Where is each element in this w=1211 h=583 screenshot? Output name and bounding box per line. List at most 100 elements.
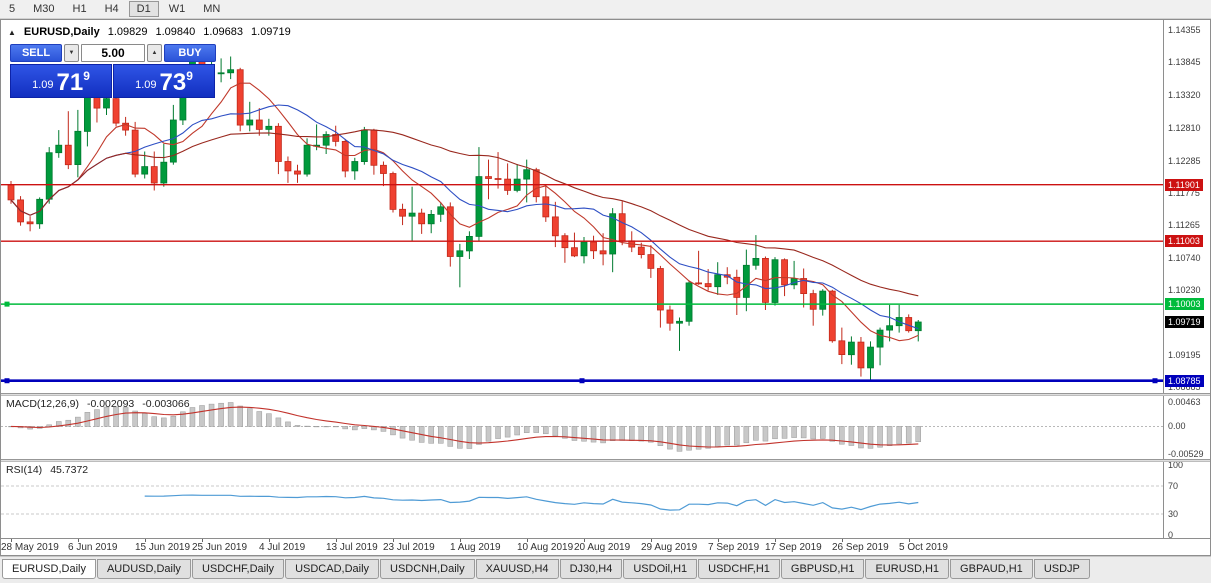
rsi-axis-tick: 70 <box>1168 481 1179 491</box>
sell-price-prefix: 1.09 <box>32 79 54 91</box>
timeframe-button-5[interactable]: 5 <box>9 3 16 15</box>
moving-average-8 <box>10 82 919 342</box>
price-tick: 1.13845 <box>1168 57 1201 67</box>
macd-histogram <box>8 402 921 452</box>
price-tick: 1.14355 <box>1168 25 1201 35</box>
date-tick: 1 Aug 2019 <box>450 542 501 553</box>
macd-axis-tick: 0.00463 <box>1168 397 1201 407</box>
timeframe-toolbar: 5 M30 H1 H4 D1 W1 MN <box>0 0 1211 19</box>
price-chart-canvas[interactable] <box>1 20 1163 393</box>
date-tick-mark <box>527 539 528 542</box>
macd-signal-value: -0.003066 <box>142 398 190 410</box>
date-axis[interactable]: 28 May 2019 6 Jun 2019 15 Jun 2019 25 Jun 2… <box>1 538 1210 555</box>
pane-separator[interactable] <box>1 459 1210 462</box>
buy-button[interactable]: BUY <box>164 44 216 62</box>
quote-close: 1.09719 <box>251 26 291 38</box>
price-tick: 1.10740 <box>1168 253 1201 263</box>
price-tick: 1.11775 <box>1168 188 1200 198</box>
level-price-label: 1.11901 <box>1165 179 1203 191</box>
date-tick: 5 Oct 2019 <box>899 542 948 553</box>
hline-handle[interactable] <box>4 378 10 384</box>
hline-handle[interactable] <box>4 301 10 307</box>
rsi-canvas[interactable] <box>1 462 1163 538</box>
level-price-label: 1.11003 <box>1165 235 1203 247</box>
buy-price-sup: 9 <box>186 69 193 83</box>
tab-USDCHF-Daily[interactable]: USDCHF,Daily <box>191 559 285 579</box>
date-tick-mark <box>842 539 843 542</box>
date-tick: 20 Aug 2019 <box>574 542 631 553</box>
tab-GBPUSD-H1[interactable]: GBPUSD,H1 <box>780 559 865 579</box>
date-tick-mark <box>393 539 394 542</box>
quote-high: 1.09840 <box>155 26 196 38</box>
sell-price-button[interactable]: 1.09 71 9 <box>10 64 112 98</box>
buy-price-big: 73 <box>159 69 187 97</box>
date-tick-mark <box>336 539 337 542</box>
volume-increase-button[interactable]: ▲ <box>147 44 162 62</box>
current-price-label: 1.09719 <box>1165 316 1204 328</box>
one-click-trading-panel: SELL ▼ ▲ BUY 1.09 71 9 1.09 73 9 <box>10 44 216 98</box>
price-tick: 1.12285 <box>1168 156 1201 166</box>
macd-main-value: -0.002093 <box>86 398 135 410</box>
level-price-label: 1.10003 <box>1165 298 1204 310</box>
timeframe-button-H1[interactable]: H1 <box>72 3 87 15</box>
macd-signal-line <box>10 406 919 448</box>
date-tick: 29 Aug 2019 <box>641 542 698 553</box>
tab-USDCAD-Daily[interactable]: USDCAD,Daily <box>285 559 380 579</box>
volume-input[interactable] <box>81 44 145 62</box>
date-tick-mark <box>202 539 203 542</box>
timeframe-button-D1[interactable]: D1 <box>128 1 159 17</box>
tab-AUDUSD-Daily[interactable]: AUDUSD,Daily <box>96 559 191 579</box>
timeframe-button-H4[interactable]: H4 <box>104 3 119 15</box>
chart-window: 1.11901 1.11003 1.10003 1.08785 1.09719 1.143… <box>0 19 1211 556</box>
price-tick: 1.09195 <box>1168 350 1201 360</box>
hline-handle[interactable] <box>579 378 585 384</box>
date-tick: 17 Sep 2019 <box>765 542 822 553</box>
date-tick-mark <box>775 539 776 542</box>
sell-button[interactable]: SELL <box>10 44 62 62</box>
rsi-line <box>144 494 919 511</box>
tab-USDOil-H1[interactable]: USDOil,H1 <box>623 559 698 579</box>
date-tick-mark <box>651 539 652 542</box>
tab-DJ30-H4[interactable]: DJ30,H4 <box>559 559 623 579</box>
rsi-name: RSI(14) <box>6 464 43 476</box>
hline-handle[interactable] <box>1152 378 1158 384</box>
timeframe-button-W1[interactable]: W1 <box>168 3 186 15</box>
price-axis[interactable]: 1.11901 1.11003 1.10003 1.08785 1.09719 1.143… <box>1163 20 1210 540</box>
sell-price-sup: 9 <box>83 69 90 83</box>
tab-USDJP[interactable]: USDJP <box>1033 559 1090 579</box>
moving-average-34 <box>10 129 919 297</box>
date-tick-mark <box>584 539 585 542</box>
tab-EURUSD-H1[interactable]: EURUSD,H1 <box>865 559 950 579</box>
tab-USDCHF-H1[interactable]: USDCHF,H1 <box>698 559 780 579</box>
timeframe-button-M30[interactable]: M30 <box>33 3 55 15</box>
date-tick-mark <box>11 539 12 542</box>
date-tick-mark <box>909 539 910 542</box>
date-tick: 23 Jul 2019 <box>383 542 435 553</box>
date-tick-mark <box>718 539 719 542</box>
one-click-panel-toggle-icon[interactable]: ▲ <box>8 27 16 37</box>
tab-EURUSD-Daily[interactable]: EURUSD,Daily <box>2 559 96 579</box>
tab-GBPAUD-H1[interactable]: GBPAUD,H1 <box>950 559 1033 579</box>
macd-canvas[interactable] <box>1 396 1163 459</box>
rsi-label: RSI(14) 45.7372 <box>6 464 88 476</box>
tab-XAUUSD-H4[interactable]: XAUUSD,H4 <box>475 559 559 579</box>
date-tick-mark <box>78 539 79 542</box>
trade-controls-row: SELL ▼ ▲ BUY <box>10 44 216 62</box>
moving-average-13 <box>10 104 919 330</box>
pane-separator[interactable] <box>1 393 1210 396</box>
level-price-label: 1.08785 <box>1165 375 1204 387</box>
date-tick: 28 May 2019 <box>1 542 59 553</box>
date-tick: 25 Jun 2019 <box>192 542 248 553</box>
date-tick: 4 Jul 2019 <box>259 542 306 553</box>
date-tick: 7 Sep 2019 <box>708 542 760 553</box>
buy-price-button[interactable]: 1.09 73 9 <box>113 64 215 98</box>
price-tick: 1.08685 <box>1168 382 1201 392</box>
timeframe-button-MN[interactable]: MN <box>203 3 221 15</box>
date-tick: 26 Sep 2019 <box>832 542 889 553</box>
tab-USDCNH-Daily[interactable]: USDCNH,Daily <box>380 559 475 579</box>
date-tick: 10 Aug 2019 <box>517 542 574 553</box>
volume-decrease-button[interactable]: ▼ <box>64 44 79 62</box>
chart-header: ▲ EURUSD,Daily 1.09829 1.09840 1.09683 1… <box>8 26 291 38</box>
trade-prices-row: 1.09 71 9 1.09 73 9 <box>10 64 216 98</box>
date-tick: 13 Jul 2019 <box>326 542 378 553</box>
